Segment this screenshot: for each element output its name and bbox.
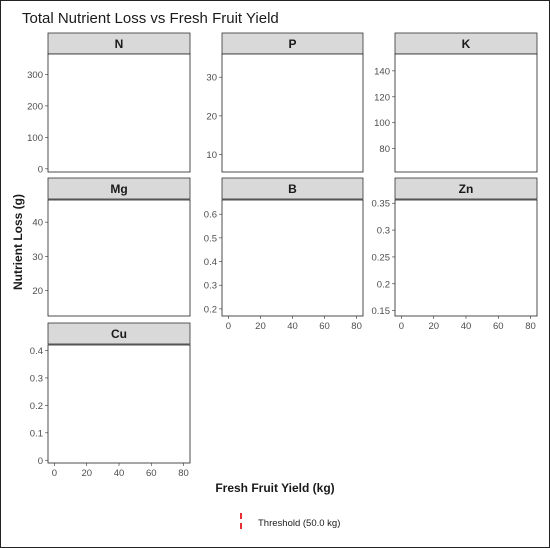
panel-n: N0100200300N: 214.14 — [27, 32, 191, 175]
strip-mg — [47, 177, 191, 200]
x-tick-label: 60 — [493, 321, 504, 332]
x-tick-label: 20 — [428, 321, 439, 332]
x-tick-label: 0 — [399, 321, 404, 332]
y-tick-label: 0 — [38, 456, 43, 467]
y-tick-label: 80 — [379, 144, 390, 155]
panel-frame-zn — [394, 199, 538, 317]
panel-frame-cu — [47, 344, 191, 464]
strip-label-mg: Mg — [110, 182, 127, 196]
y-tick-label: 100 — [27, 133, 43, 144]
panel-frame-b — [221, 199, 364, 317]
strip-label-k: K — [462, 37, 471, 51]
y-tick-label: 10 — [206, 150, 217, 161]
x-tick-label: 80 — [525, 321, 536, 332]
strip-label-b: B — [288, 182, 297, 196]
strip-cu — [47, 322, 191, 345]
panel-grid: N0100200300N: 214.14P102030P: 22.36K8010… — [27, 32, 538, 479]
y-tick-label: 30 — [32, 252, 43, 263]
strip-zn — [394, 177, 538, 200]
y-tick-label: 0.4 — [204, 257, 217, 268]
y-tick-label: 0.1 — [30, 428, 43, 439]
strip-label-zn: Zn — [459, 182, 474, 196]
y-tick-label: 0.2 — [204, 304, 217, 315]
x-tick-label: 20 — [255, 321, 266, 332]
strip-label-p: P — [288, 37, 296, 51]
y-tick-label: 0.3 — [30, 373, 43, 384]
y-tick-label: 30 — [206, 73, 217, 84]
y-tick-label: 40 — [32, 218, 43, 229]
y-tick-label: 0.5 — [204, 233, 217, 244]
x-tick-label: 60 — [319, 321, 330, 332]
x-axis-title: Fresh Fruit Yield (kg) — [215, 481, 334, 495]
x-tick-label: 20 — [81, 468, 92, 479]
chart-title: Total Nutrient Loss vs Fresh Fruit Yield — [22, 10, 279, 27]
x-tick-label: 0 — [226, 321, 231, 332]
legend-threshold-label: Threshold (50.0 kg) — [258, 518, 340, 529]
strip-label-n: N — [115, 37, 124, 51]
y-tick-label: 0.3 — [377, 226, 390, 237]
x-tick-label: 80 — [178, 468, 189, 479]
y-tick-label: 0.3 — [204, 281, 217, 292]
y-tick-label: 20 — [206, 111, 217, 122]
x-tick-label: 40 — [114, 468, 125, 479]
panel-mg: Mg203040Mg: 29.91 — [32, 177, 191, 317]
y-tick-label: 0.35 — [372, 199, 391, 210]
legend: Threshold (50.0 kg) — [240, 513, 340, 532]
x-tick-label: 0 — [52, 468, 57, 479]
y-tick-label: 120 — [374, 92, 390, 103]
y-tick-label: 0.6 — [204, 210, 217, 221]
strip-label-cu: Cu — [111, 327, 127, 341]
x-tick-label: 60 — [146, 468, 157, 479]
y-tick-label: 20 — [32, 286, 43, 297]
panel-frame-mg — [47, 199, 191, 317]
y-tick-label: 0.2 — [377, 279, 390, 290]
y-tick-label: 0.2 — [30, 401, 43, 412]
y-tick-label: 300 — [27, 70, 43, 81]
panel-p: P102030P: 22.36 — [206, 32, 364, 173]
x-tick-label: 40 — [287, 321, 298, 332]
strip-b — [221, 177, 364, 200]
x-tick-label: 40 — [461, 321, 472, 332]
y-tick-label: 0.15 — [372, 306, 391, 317]
panel-frame-n — [47, 53, 191, 173]
y-tick-label: 100 — [374, 118, 390, 129]
y-tick-label: 0 — [38, 164, 43, 175]
panel-frame-k — [394, 53, 538, 173]
panel-frame-p — [221, 53, 364, 173]
y-tick-label: 0.4 — [30, 346, 43, 357]
y-tick-label: 0.25 — [372, 252, 391, 263]
panel-k: K80100120140K: 106.74 — [374, 32, 538, 173]
y-tick-label: 200 — [27, 101, 43, 112]
x-tick-label: 80 — [351, 321, 362, 332]
y-tick-label: 140 — [374, 66, 390, 77]
y-axis-title: Nutrient Loss (g) — [11, 194, 25, 290]
